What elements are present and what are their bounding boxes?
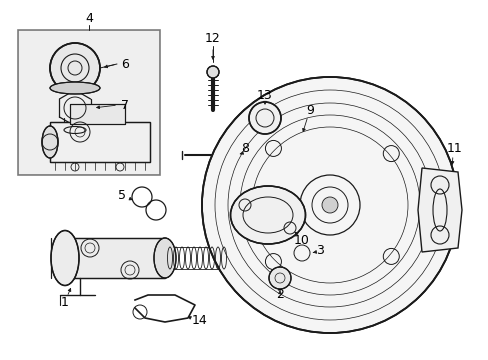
Text: 11: 11 (446, 141, 462, 154)
Bar (70, 104, 125, 124)
Circle shape (248, 102, 281, 134)
Text: 4: 4 (85, 12, 93, 24)
Text: 7: 7 (121, 99, 129, 112)
Circle shape (50, 43, 100, 93)
Text: 10: 10 (293, 234, 309, 247)
Bar (65, 238, 164, 278)
Text: 6: 6 (121, 58, 129, 71)
Text: 9: 9 (305, 104, 313, 117)
Text: 14: 14 (192, 314, 207, 327)
Ellipse shape (51, 230, 79, 285)
Ellipse shape (230, 186, 305, 244)
Text: 1: 1 (61, 296, 69, 309)
Text: 8: 8 (241, 141, 248, 154)
Text: 12: 12 (204, 32, 221, 45)
Bar (65, 238, 164, 278)
Circle shape (321, 197, 337, 213)
Polygon shape (417, 168, 461, 252)
Bar (50, 122, 150, 162)
Ellipse shape (42, 126, 58, 158)
Bar (70, 104, 125, 124)
Text: 2: 2 (276, 288, 284, 302)
Text: 5: 5 (118, 189, 126, 202)
Circle shape (206, 66, 219, 78)
Circle shape (268, 267, 290, 289)
Bar (50, 122, 150, 162)
Ellipse shape (50, 82, 100, 94)
Text: 3: 3 (315, 243, 323, 256)
Ellipse shape (154, 238, 176, 278)
Bar (18, 30, 160, 175)
Text: 13: 13 (257, 89, 272, 102)
Circle shape (202, 77, 457, 333)
